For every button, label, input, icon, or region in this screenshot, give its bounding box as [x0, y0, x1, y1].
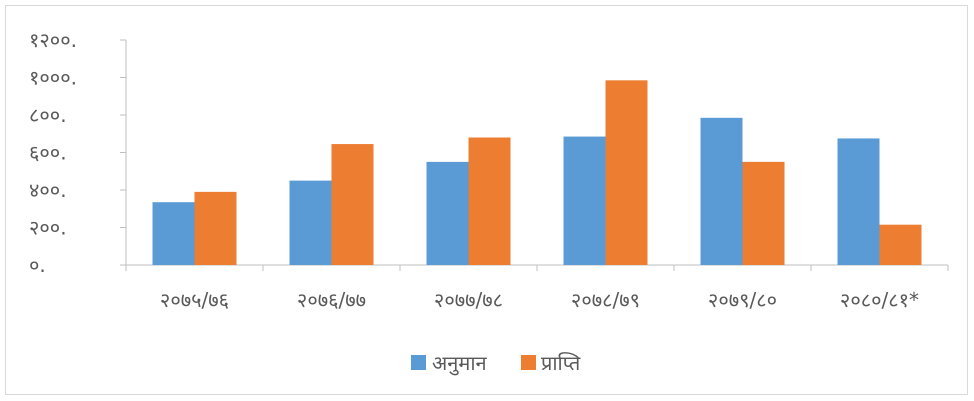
x-ticks: २०७५/७६ २०७६/७७ २०७७/७८ २०७८/७९ २०७९/८० २०८०/… — [125, 265, 949, 312]
x-category-label: २०७६/७७ — [297, 288, 366, 312]
bar-estimate — [837, 138, 880, 265]
y-tick-label: ८००. — [29, 103, 67, 127]
bar-estimate — [426, 161, 469, 265]
bar-estimate — [700, 117, 743, 265]
y-tick-label: ६००. — [29, 141, 67, 165]
bar-estimate — [152, 202, 195, 265]
y-tick-label: १०००. — [29, 66, 77, 90]
legend: अनुमान प्राप्ति — [411, 351, 581, 376]
y-tick-label: ४००. — [29, 178, 67, 202]
bar-actual — [742, 161, 785, 265]
x-category-label: २०७९/८० — [708, 288, 777, 312]
bar-actual — [468, 137, 511, 265]
legend-label-actual: प्राप्ति — [541, 351, 581, 375]
y-axis: ०. २००. ४००. ६००. ८००. १०००. १२००. — [29, 28, 127, 277]
bars — [152, 80, 922, 265]
legend-swatch-estimate — [411, 355, 426, 370]
bar-estimate — [563, 136, 606, 265]
legend-swatch-actual — [521, 355, 536, 370]
x-category-label: २०७७/७८ — [434, 288, 503, 312]
x-category-label: २०७५/७६ — [160, 288, 229, 312]
legend-label-estimate: अनुमान — [432, 351, 488, 376]
y-tick-label: ०. — [29, 253, 46, 277]
y-tick-label: १२००. — [29, 28, 77, 52]
bar-actual — [879, 224, 922, 265]
bar-actual — [331, 144, 374, 265]
x-axis: २०७५/७६ २०७६/७७ २०७७/७८ २०७८/७९ २०७९/८० २०८०/… — [125, 264, 949, 312]
y-tick-label: २००. — [29, 216, 67, 240]
x-category-label: २०७८/७९ — [571, 288, 640, 312]
x-category-label: २०८०/८१* — [840, 288, 919, 312]
y-ticks: ०. २००. ४००. ६००. ८००. १०००. १२००. — [29, 28, 126, 277]
bar-actual — [605, 80, 648, 265]
bar-estimate — [289, 180, 332, 265]
bar-actual — [194, 191, 237, 265]
